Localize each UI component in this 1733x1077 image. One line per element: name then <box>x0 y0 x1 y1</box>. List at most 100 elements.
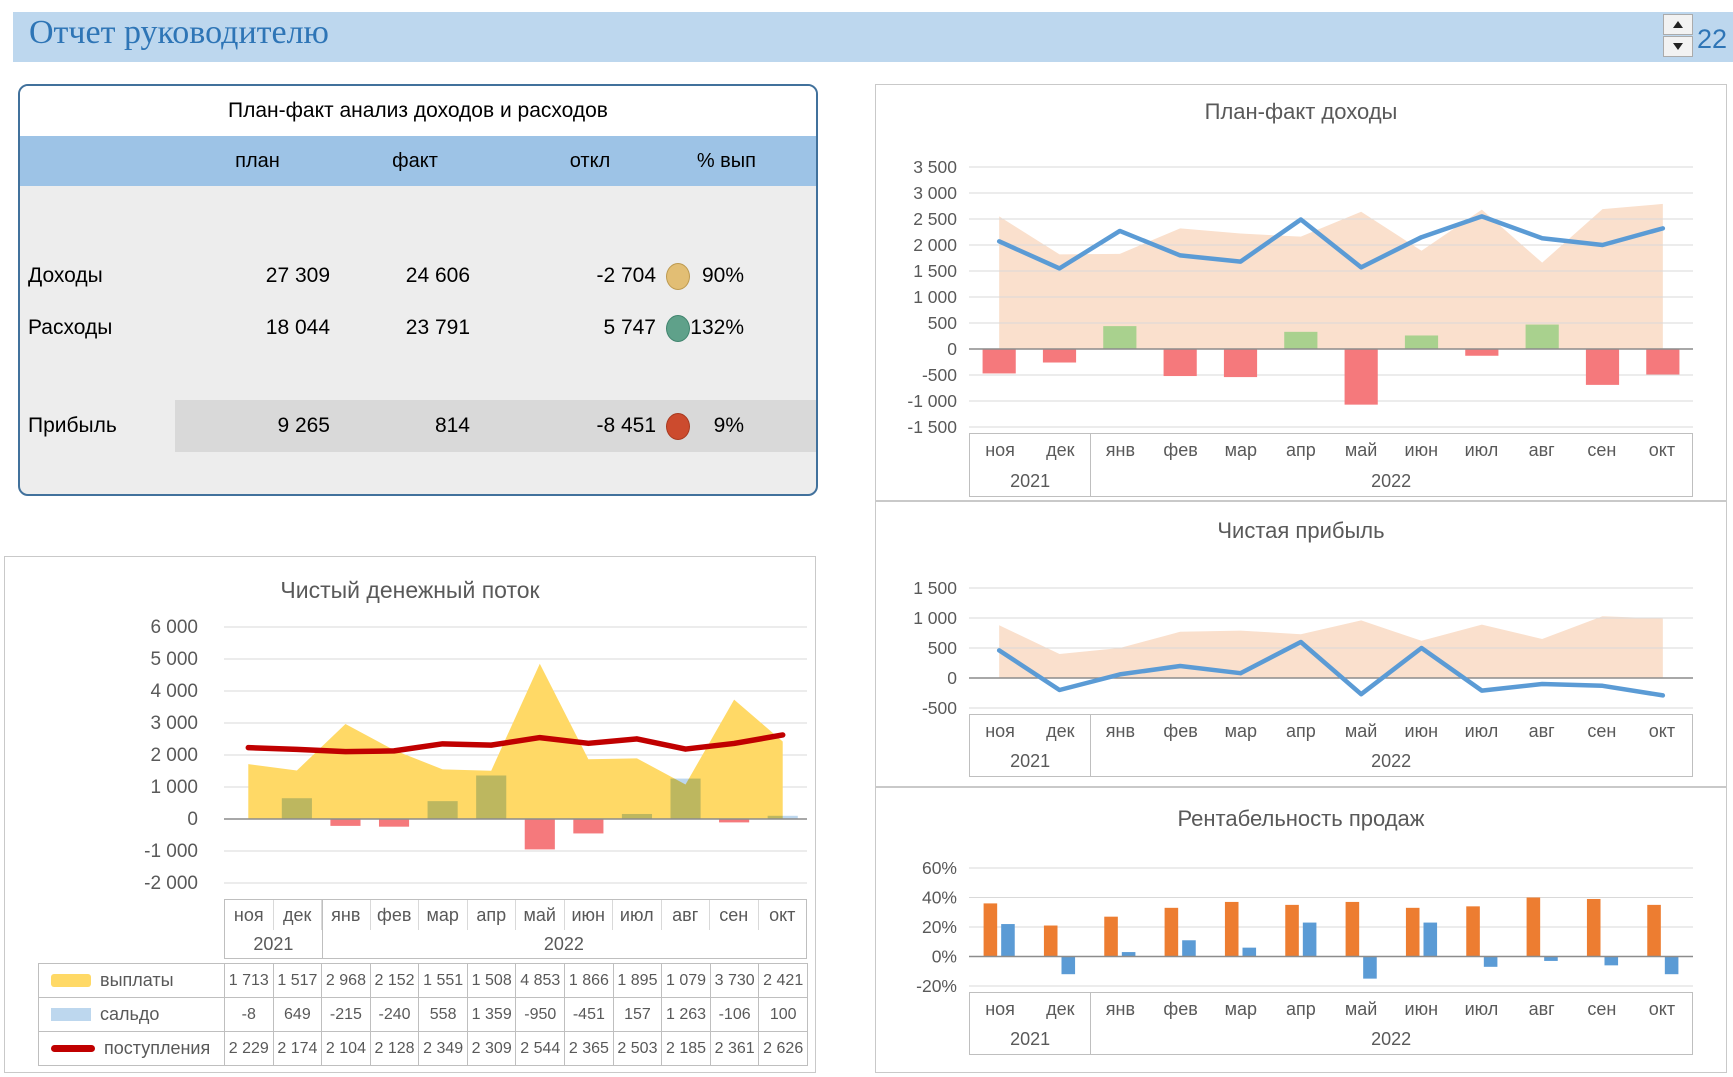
axis-month-label: июн <box>1404 440 1439 460</box>
row-label: Доходы <box>28 264 103 287</box>
axis-month-label: июн <box>565 900 613 930</box>
data-table-value: 1 517 <box>273 964 323 998</box>
data-table-value: 1 263 <box>662 998 711 1032</box>
svg-text:-500: -500 <box>922 365 957 385</box>
chart-title: План-факт доходы <box>1204 99 1398 124</box>
axis-month-label: окт <box>769 904 796 925</box>
pct-value: 9% <box>690 400 816 452</box>
svg-text:20%: 20% <box>922 917 957 937</box>
legend-label: поступления <box>104 1038 211 1058</box>
svg-text:-1 000: -1 000 <box>907 391 957 411</box>
svg-text:1 000: 1 000 <box>913 287 957 307</box>
column-header-fact: факт <box>392 149 438 172</box>
svg-text:2 500: 2 500 <box>913 209 957 229</box>
data-table-value: 2 152 <box>370 964 420 998</box>
axis-month-label: июл <box>1464 998 1499 1019</box>
svg-text:0: 0 <box>187 809 198 830</box>
svg-text:40%: 40% <box>922 888 957 908</box>
axis-month-row: ноя дек янв фев мар апр май июн июл авг сен окт <box>970 434 1692 467</box>
data-table-value: -106 <box>710 998 760 1032</box>
sales-margin-chart-canvas: 60% 40% 20% 0% -20% <box>916 858 1693 996</box>
data-table-value: 2 503 <box>613 1032 663 1066</box>
legend-key-area: выплаты <box>39 964 225 998</box>
pct-value: 90% <box>701 264 744 287</box>
axis-month-label: мар <box>1224 440 1257 460</box>
axis-year-label: 2022 <box>543 933 584 954</box>
axis-month-label: янв <box>322 900 371 930</box>
axis-month-label: авг <box>1528 720 1555 741</box>
data-table-value: 1 359 <box>467 998 517 1032</box>
svg-text:500: 500 <box>928 313 957 333</box>
data-table-value: 2 421 <box>759 964 808 998</box>
data-table-value: -451 <box>565 998 614 1032</box>
spinner-down-button[interactable] <box>1663 36 1693 57</box>
axis-month-label: ноя <box>985 440 1015 460</box>
axis-year-label: 2021 <box>253 933 294 954</box>
chart-panel-net-profit: Чистая прибыль 1 500 1 000 500 0 -500 ноя дек… <box>875 501 1727 787</box>
row-label: Прибыль <box>28 414 117 437</box>
chart-panel-plan-fact-income: План-факт доходы 3 500 3 000 2 500 2 000 1 5… <box>875 84 1727 501</box>
data-table-value: 157 <box>613 998 663 1032</box>
axis-month-label: ноя <box>985 720 1015 741</box>
data-table-value: 2 349 <box>419 1032 468 1066</box>
data-table-value: 2 229 <box>225 1032 274 1066</box>
axis-month-row: ноя дек янв фев мар апр май июн июл авг сен окт <box>970 993 1692 1025</box>
svg-text:60%: 60% <box>922 858 957 878</box>
axis-month-label: янв <box>1105 440 1136 460</box>
axis-month-label: сен <box>1587 720 1617 741</box>
svg-text:-1 500: -1 500 <box>907 417 957 437</box>
axis-month-label: мар <box>419 900 468 930</box>
deviation-value: -8 451 <box>596 414 656 437</box>
data-table-value: 2 365 <box>565 1032 614 1066</box>
axis-month-label: сен <box>1587 440 1617 460</box>
data-table-value: 2 174 <box>273 1032 323 1066</box>
svg-text:0%: 0% <box>932 947 957 967</box>
data-table-value: 1 551 <box>419 964 468 998</box>
deviation-value: -2 704 <box>596 264 656 287</box>
data-table-value: -240 <box>370 998 420 1032</box>
sales-margin-month-axis: ноя дек янв фев мар апр май июн июл авг сен окт 2021… <box>969 992 1693 1055</box>
axis-month-label: май <box>1344 440 1378 460</box>
поступления-legend-swatch-icon <box>51 1045 95 1052</box>
axis-year-label: 2021 <box>1010 471 1051 491</box>
data-table-value: 100 <box>759 998 808 1032</box>
data-table-value: 1 508 <box>467 964 517 998</box>
data-table-value: 1 079 <box>662 964 711 998</box>
column-header-deviation: откл <box>569 149 611 172</box>
plan-value: 27 309 <box>265 264 330 287</box>
axis-month-label: авг <box>1528 440 1555 460</box>
axis-month-label: апр <box>1286 440 1316 460</box>
svg-text:3 000: 3 000 <box>150 713 198 734</box>
axis-month-label: май <box>1344 720 1378 741</box>
axis-month-label: июл <box>613 900 662 930</box>
axis-month-row: ноя дек янв фев мар апр май июн июл авг сен окт <box>225 900 806 930</box>
axis-year-divider <box>1090 715 1092 776</box>
data-table-value: 4 853 <box>516 964 566 998</box>
axis-year-divider <box>321 900 323 958</box>
legend-key-bar: сальдо <box>39 998 225 1032</box>
svg-text:-2 000: -2 000 <box>144 873 198 894</box>
title-bar: Отчет руководителю <box>13 12 1733 62</box>
axis-month-label: июн <box>1404 720 1439 741</box>
plan-fact-table-header: план факт откл % вып <box>20 136 816 186</box>
spinner-up-button[interactable] <box>1663 14 1693 35</box>
chart-title: Чистый денежный поток <box>280 577 540 603</box>
axis-month-row: ноя дек янв фев мар апр май июн июл авг сен окт <box>970 715 1692 747</box>
plan-fact-table-title: План-факт анализ доходов и расходов <box>20 86 816 136</box>
svg-text:1 500: 1 500 <box>913 261 957 281</box>
axis-month-label: мар <box>1224 720 1257 741</box>
axis-month-label: янв <box>1105 720 1136 741</box>
выплаты-legend-swatch-icon <box>51 974 91 987</box>
axis-month-label: фев <box>371 900 419 930</box>
axis-month-label: ноя <box>985 998 1015 1019</box>
data-table-value: -215 <box>322 998 371 1032</box>
axis-year-label: 2021 <box>1010 1029 1051 1049</box>
axis-month-label: апр <box>468 900 516 930</box>
axis-month-label: июл <box>1464 440 1499 460</box>
axis-month-label: ноя <box>225 900 274 930</box>
fact-value: 814 <box>340 400 490 452</box>
svg-text:2 000: 2 000 <box>150 745 198 766</box>
axis-year-label: 2022 <box>1371 751 1412 771</box>
plan-fact-table-body: Доходы 27 309 24 606 -2 704 90% Расходы … <box>20 186 816 494</box>
